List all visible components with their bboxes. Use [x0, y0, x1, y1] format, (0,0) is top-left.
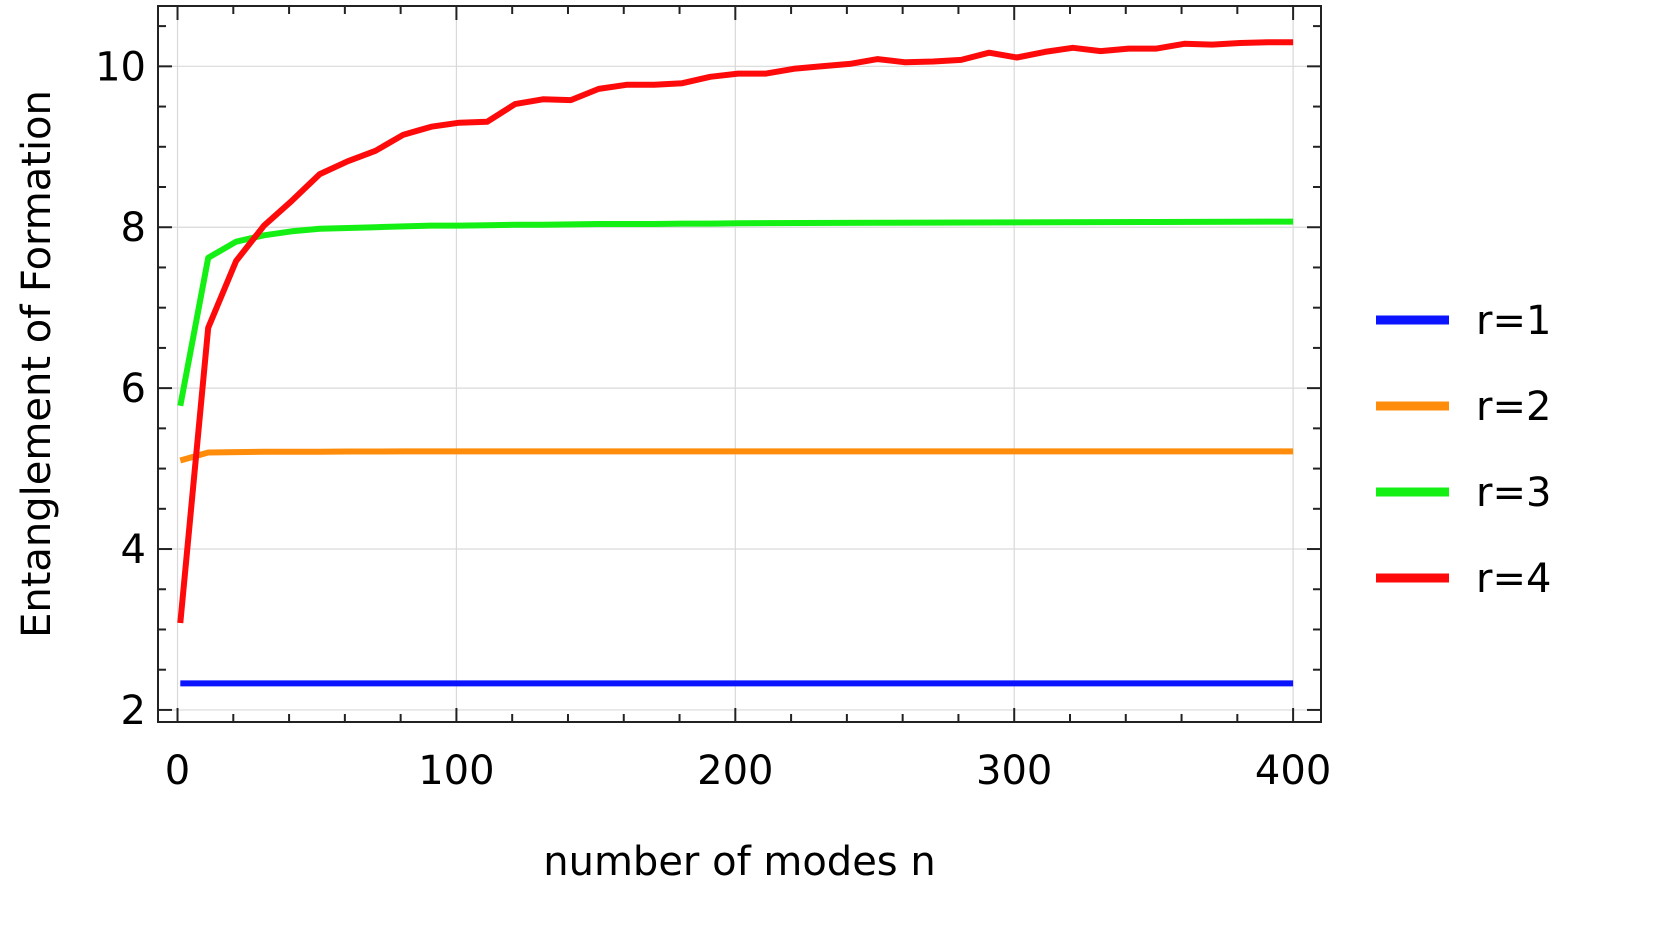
legend-label-4: r=4	[1476, 556, 1551, 602]
x-tick-label: 300	[976, 748, 1052, 794]
series-lines	[177, 39, 1294, 687]
x-tick-label: 400	[1255, 748, 1331, 794]
axis-ticks	[158, 6, 1321, 722]
y-tick-label: 10	[95, 44, 146, 90]
legend-label-1: r=1	[1476, 298, 1551, 344]
y-axis-label: Entanglement of Formation	[14, 90, 60, 638]
legend-label-3: r=3	[1476, 470, 1551, 516]
grid-lines	[158, 6, 1321, 722]
x-tick-label: 100	[418, 748, 494, 794]
x-tick-label: 200	[697, 748, 773, 794]
plot-frame	[157, 5, 1322, 723]
y-tick-label: 8	[121, 205, 146, 251]
series-line-2	[179, 448, 1294, 464]
legend: r=1 r=2 r=3 r=4	[1376, 298, 1551, 602]
y-tick-label: 2	[121, 688, 146, 734]
series-line-3	[177, 218, 1294, 407]
tick-labels: 0 100 200 300 400 2 4 6 8 10	[95, 44, 1331, 794]
x-axis-label: number of modes n	[543, 839, 935, 885]
x-tick-label: 0	[165, 748, 190, 794]
y-tick-label: 6	[121, 366, 146, 412]
legend-label-2: r=2	[1476, 384, 1551, 430]
series-line-4	[177, 39, 1294, 624]
y-tick-label: 4	[121, 527, 146, 573]
